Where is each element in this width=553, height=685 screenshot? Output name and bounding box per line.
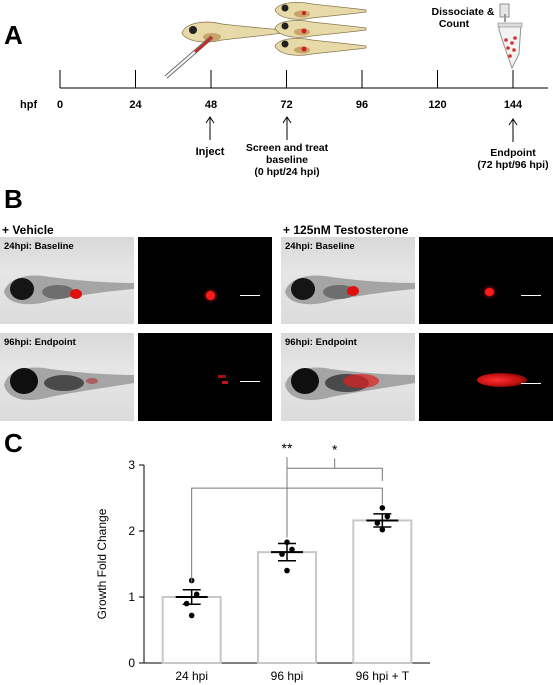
event-endpoint-label: Endpoint (72 hpt/96 hpi) bbox=[463, 147, 553, 171]
tag-stage: Baseline bbox=[34, 241, 74, 252]
image-tag-testosterone-24hpi: 24hpi: Baseline bbox=[285, 241, 355, 252]
image-tag-vehicle-96hpi: 96hpi: Endpoint bbox=[4, 337, 76, 348]
tag-stage: Endpoint bbox=[34, 337, 76, 348]
chart-axes: 0 1 2 3 Growth Fold Change 24 hpi 96 hpi 96 hpi… bbox=[95, 458, 430, 683]
fluorescence-image-testosterone-24hpi bbox=[419, 237, 553, 324]
growth-fold-change-chart: 0 1 2 3 Growth Fold Change 24 hpi 96 hpi 96 hpi… bbox=[95, 440, 430, 683]
event-arrows bbox=[205, 116, 518, 142]
data-point bbox=[279, 551, 285, 557]
larva-brightfield bbox=[285, 367, 415, 401]
chart-points bbox=[183, 505, 391, 619]
timeline-ticks bbox=[59, 70, 514, 88]
tumor-signal bbox=[206, 291, 215, 300]
y-tick-label: 3 bbox=[128, 458, 135, 472]
scale-bar bbox=[240, 381, 260, 382]
brightfield-image-testosterone-96hpi: 96hpi: Endpoint bbox=[281, 333, 415, 421]
data-point bbox=[188, 612, 195, 619]
larva-illustration-3 bbox=[274, 38, 367, 56]
fluorescence-image-testosterone-96hpi bbox=[419, 333, 553, 421]
tumor-signal bbox=[477, 373, 527, 387]
fluorescence-image-vehicle-96hpi bbox=[138, 333, 272, 421]
tumor-signal bbox=[222, 381, 228, 384]
data-point bbox=[284, 567, 290, 574]
tumor-signal bbox=[218, 375, 226, 378]
event-inject-line: Inject bbox=[195, 146, 225, 158]
timeline-tick-label: 96 bbox=[355, 99, 369, 111]
larva-illustration-1 bbox=[274, 2, 367, 20]
significance-label: ** bbox=[282, 440, 293, 456]
data-point bbox=[374, 520, 381, 526]
brightfield-image-vehicle-96hpi: 96hpi: Endpoint bbox=[0, 333, 134, 421]
larva-brightfield bbox=[4, 275, 134, 305]
tumor-signal bbox=[485, 288, 494, 296]
significance-label: * bbox=[332, 441, 338, 457]
timeline-tick-label: 120 bbox=[428, 99, 447, 111]
data-point bbox=[284, 539, 290, 546]
timeline-tick-label: 0 bbox=[56, 99, 64, 111]
image-tag-testosterone-96hpi: 96hpi: Endpoint bbox=[285, 337, 357, 348]
event-endpoint-line: Endpoint bbox=[490, 147, 536, 159]
event-screen-line: baseline bbox=[265, 154, 309, 166]
data-point bbox=[193, 591, 200, 598]
dissociate-label: Dissociate & Count bbox=[418, 6, 508, 30]
y-tick-label: 0 bbox=[128, 656, 135, 670]
event-inject-label: Inject bbox=[170, 146, 250, 158]
data-point bbox=[183, 600, 190, 607]
hpf-axis-label: hpf bbox=[20, 99, 38, 111]
timeline-tick-label: 24 bbox=[129, 99, 142, 111]
larva-illustration-injected bbox=[181, 21, 283, 43]
data-point bbox=[379, 505, 386, 511]
timeline-tick-label: 72 bbox=[280, 99, 293, 111]
panel-c-letter: C bbox=[4, 428, 23, 458]
scale-bar bbox=[521, 295, 541, 296]
y-tick-label: 2 bbox=[128, 524, 135, 538]
injection-needle-icon bbox=[164, 35, 214, 79]
data-point bbox=[384, 513, 391, 520]
event-screen-line: (0 hpt/24 hpi) bbox=[254, 166, 320, 178]
brightfield-image-testosterone-24hpi: 24hpi: Baseline bbox=[281, 237, 415, 324]
x-tick-label: 96 hpi bbox=[271, 669, 304, 683]
data-point bbox=[289, 546, 295, 553]
timeline-tick-label: 144 bbox=[503, 99, 523, 111]
larva-illustration-2 bbox=[274, 20, 367, 38]
timeline-illustration bbox=[59, 2, 548, 142]
larva-brightfield bbox=[285, 275, 415, 305]
dissociate-line: Dissociate & bbox=[431, 6, 495, 18]
scale-bar bbox=[521, 383, 541, 384]
testosterone-group-title: + 125nM Testosterone bbox=[283, 223, 409, 237]
event-screen-label: Screen and treat baseline (0 hpt/24 hpi) bbox=[227, 142, 347, 178]
brightfield-image-vehicle-24hpi: 24hpi: Baseline bbox=[0, 237, 134, 324]
image-tag-vehicle-24hpi: 24hpi: Baseline bbox=[4, 241, 74, 252]
fluorescence-image-vehicle-24hpi bbox=[138, 237, 272, 324]
tag-time: 24hpi: bbox=[285, 241, 313, 252]
data-point bbox=[379, 526, 386, 533]
tag-time: 24hpi: bbox=[4, 241, 32, 252]
bar bbox=[161, 596, 222, 664]
dissociate-line: Count bbox=[438, 18, 470, 30]
tag-time: 96hpi: bbox=[4, 337, 32, 348]
y-tick-label: 1 bbox=[128, 590, 135, 604]
tag-stage: Endpoint bbox=[315, 337, 357, 348]
larva-brightfield bbox=[4, 367, 134, 401]
bar bbox=[352, 519, 413, 664]
x-tick-label: 24 hpi bbox=[175, 669, 208, 683]
scale-bar bbox=[240, 295, 260, 296]
event-screen-line: Screen and treat bbox=[245, 142, 329, 154]
tag-stage: Baseline bbox=[315, 241, 355, 252]
vehicle-group-title: + Vehicle bbox=[2, 223, 54, 237]
x-tick-label: 96 hpi + T bbox=[356, 669, 410, 683]
panel-a-letter: A bbox=[4, 20, 23, 50]
significance-brackets: ** * bbox=[191, 440, 383, 583]
tag-time: 96hpi: bbox=[285, 337, 313, 348]
panel-b-letter: B bbox=[4, 184, 23, 214]
event-endpoint-line: (72 hpt/96 hpi) bbox=[477, 159, 549, 171]
timeline-tick-label: 48 bbox=[204, 99, 218, 111]
y-axis-label: Growth Fold Change bbox=[95, 508, 109, 619]
tube-icon bbox=[497, 3, 523, 70]
